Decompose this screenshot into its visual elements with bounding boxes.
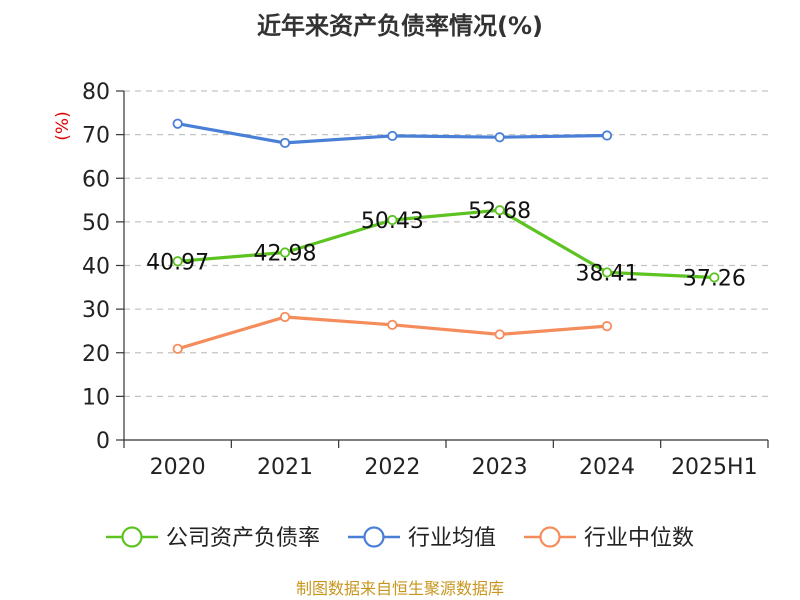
data-label: 38.41	[576, 261, 639, 286]
y-tick-label: 80	[82, 80, 110, 105]
data-label: 40.97	[146, 250, 209, 275]
data-label: 52.68	[468, 199, 531, 224]
legend-marker-icon	[121, 526, 143, 548]
data-point[interactable]	[387, 214, 398, 226]
data-point[interactable]	[494, 205, 505, 216]
y-axis-label: (%)	[53, 111, 73, 140]
data-label: 42.98	[254, 241, 317, 266]
x-tick-label: 2020	[150, 455, 206, 480]
legend-item-2[interactable]: 行业中位数	[524, 526, 694, 551]
x-tick-label: 2024	[579, 455, 635, 480]
data-label: 37.26	[683, 266, 746, 291]
y-tick-label: 20	[82, 342, 110, 367]
data-point[interactable]	[172, 118, 183, 129]
y-tick-label: 60	[82, 167, 110, 192]
x-tick-label: 2023	[472, 455, 528, 480]
series-line-0	[177, 208, 715, 280]
data-point[interactable]	[601, 321, 613, 332]
y-tick-label: 40	[82, 255, 110, 280]
data-point[interactable]	[172, 256, 183, 267]
data-point[interactable]	[387, 319, 398, 330]
legend: 公司资产负债率 行业均值 行业中位数	[106, 526, 694, 551]
data-point[interactable]	[172, 343, 183, 354]
legend-marker-icon	[363, 526, 385, 548]
data-point[interactable]	[494, 329, 505, 340]
axes: 0 10 20 30 40 50 60 70 80 2020 2021 2022 2023 2024 202…	[82, 80, 769, 480]
y-tick-label: 30	[82, 298, 110, 323]
data-point[interactable]	[709, 272, 720, 283]
y-tick-label: 50	[82, 211, 110, 236]
legend-item-1[interactable]: 行业均值	[348, 526, 496, 551]
series-lines	[172, 118, 720, 354]
y-tick-label: 10	[82, 385, 110, 410]
legend-label: 行业均值	[408, 526, 496, 551]
x-tick-label: 2022	[364, 455, 420, 480]
y-tick-label: 70	[82, 124, 110, 149]
x-tick-label: 2025H1	[671, 455, 758, 480]
data-labels: 40.97 42.98 50.43 52.68 38.41 37.26	[146, 199, 746, 291]
data-point[interactable]	[279, 247, 291, 258]
data-point[interactable]	[601, 130, 613, 141]
data-point[interactable]	[601, 267, 613, 278]
data-point[interactable]	[387, 130, 398, 142]
legend-marker-icon	[539, 526, 561, 548]
data-point[interactable]	[279, 137, 291, 149]
grid-lines	[124, 90, 768, 397]
x-tick-label: 2021	[257, 455, 313, 480]
legend-label: 公司资产负债率	[166, 526, 320, 551]
legend-label: 行业中位数	[584, 526, 694, 551]
data-label: 50.43	[361, 209, 424, 234]
y-tick-label: 0	[96, 429, 110, 454]
chart-title: 近年来资产负债率情况(%)	[257, 12, 543, 40]
data-point[interactable]	[494, 132, 505, 143]
data-point[interactable]	[279, 311, 291, 323]
source-note: 制图数据来自恒生聚源数据库	[296, 579, 504, 598]
legend-item-0[interactable]: 公司资产负债率	[106, 526, 320, 551]
